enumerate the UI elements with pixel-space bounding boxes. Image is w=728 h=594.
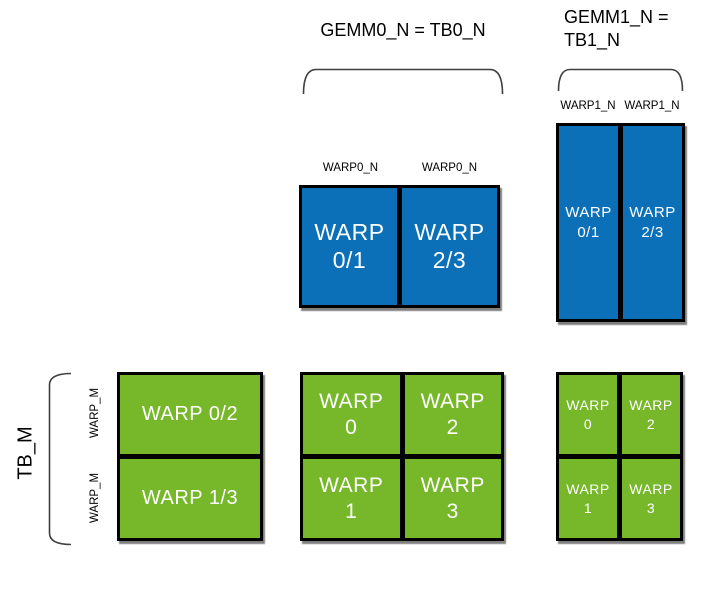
gemm1-n-title: GEMM1_N = TB1_N [564, 6, 704, 53]
gemm1-accumulator-tile-group: WARP 0 WARP 2 WARP 1 WARP 3 [556, 372, 683, 541]
gemm0-extent-bracket [302, 68, 504, 95]
warp-cell-acc0-1: WARP 1 [303, 459, 400, 538]
warp-cell-line: WARP [566, 481, 610, 498]
tb-m-extent-bracket [48, 372, 72, 546]
warp-cell-line: WARP [314, 219, 385, 246]
warp-cell-blue-tall-01: WARP 0/1 [559, 126, 618, 319]
warp-cell-line: WARP [414, 219, 485, 246]
warp-m-label-top: WARP_M [89, 387, 101, 439]
warp-cell-line: WARP [420, 474, 485, 498]
warp-cell-acc0-2: WARP 2 [404, 375, 501, 454]
warp-cell-line: 1 [345, 499, 358, 523]
gemm1-n-title-line2: TB1_N [564, 30, 621, 51]
warp-cell-line: 2 [646, 415, 656, 432]
gemm0-b-tile-group: WARP 0/1 WARP 2/3 [299, 185, 500, 308]
warp-cell-line: 3 [446, 499, 459, 523]
warp-cell-line: WARP 1/3 [141, 487, 239, 509]
warp-cell-line: 3 [646, 499, 656, 516]
tb-m-label: TB_M [14, 426, 37, 480]
warp-cell-acc0-0: WARP 0 [303, 375, 400, 454]
warp1-n-label-right: WARP1_N [624, 100, 680, 112]
a-tile-group: WARP 0/2 WARP 1/3 [117, 372, 263, 541]
warp-cell-acc1-1: WARP 1 [559, 459, 617, 538]
warp-cell-blue-wide-01: WARP 0/1 [302, 188, 397, 305]
gemm1-b-tile-group: WARP 0/1 WARP 2/3 [556, 123, 685, 322]
warp-cell-line: WARP [629, 397, 673, 414]
warp-cell-line: 1 [583, 499, 593, 516]
warp1-n-label-left: WARP1_N [560, 100, 616, 112]
warp0-n-label-right: WARP0_N [421, 162, 478, 174]
warp-cell-a-02: WARP 0/2 [120, 375, 260, 454]
warp-cell-line: WARP 0/2 [141, 403, 239, 425]
warp-cell-line: WARP [420, 390, 485, 414]
warp-cell-line: WARP [629, 204, 676, 221]
warp-cell-line: WARP [319, 390, 384, 414]
warp-cell-line: 2 [446, 415, 459, 439]
warp-cell-acc1-2: WARP 2 [622, 375, 680, 454]
gemm1-n-title-line1: GEMM1_N = [564, 7, 669, 27]
warp-cell-line: 0/1 [577, 223, 600, 241]
gemm0-n-title: GEMM0_N = TB0_N [320, 20, 486, 40]
warp-cell-line: WARP [565, 204, 612, 221]
warp-cell-line: 2/3 [641, 223, 664, 241]
warp-cell-line: WARP [319, 474, 384, 498]
warp-cell-line: 0/1 [332, 246, 367, 273]
gemm1-extent-bracket [557, 68, 684, 92]
warp-cell-line: 2/3 [432, 246, 467, 273]
warp0-n-label-left: WARP0_N [322, 162, 379, 174]
warp-cell-line: WARP [566, 397, 610, 414]
warp-cell-line: 0 [345, 415, 358, 439]
warp-cell-blue-tall-23: WARP 2/3 [623, 126, 682, 319]
gemm0-accumulator-tile-group: WARP 0 WARP 2 WARP 1 WARP 3 [300, 372, 504, 541]
warp-cell-line: WARP [629, 481, 673, 498]
warp-cell-acc1-0: WARP 0 [559, 375, 617, 454]
warp-m-label-bottom: WARP_M [89, 472, 101, 524]
warp-cell-blue-wide-23: WARP 2/3 [402, 188, 497, 305]
warp-cell-acc0-3: WARP 3 [404, 459, 501, 538]
warp-cell-line: 0 [583, 415, 593, 432]
warp-cell-a-13: WARP 1/3 [120, 459, 260, 538]
warp-cell-acc1-3: WARP 3 [622, 459, 680, 538]
